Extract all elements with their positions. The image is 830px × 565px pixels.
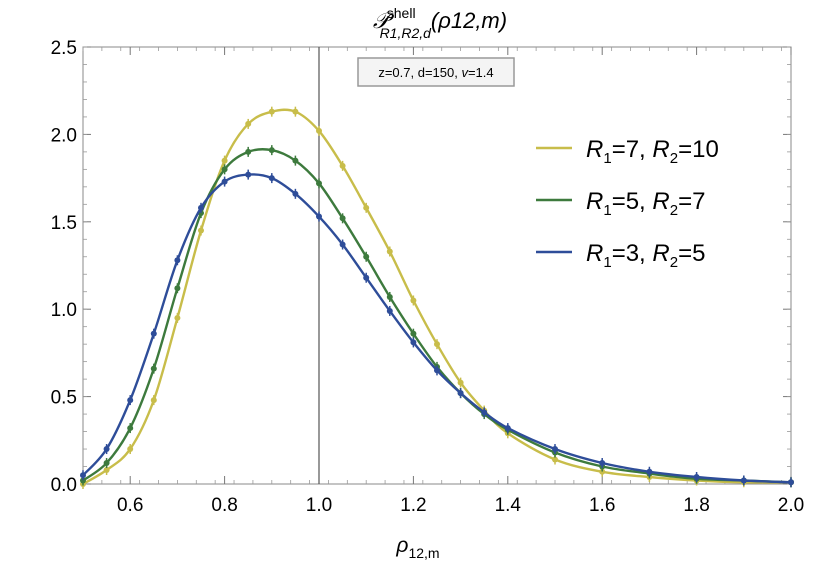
data-point bbox=[174, 314, 181, 321]
data-point bbox=[363, 274, 370, 281]
data-point bbox=[481, 409, 488, 416]
data-point bbox=[504, 425, 511, 432]
y-tick-label: 2.0 bbox=[51, 125, 77, 146]
data-point bbox=[457, 379, 464, 386]
title-superscript: shell bbox=[387, 5, 416, 21]
data-point bbox=[386, 307, 393, 314]
y-tick-label: 0.0 bbox=[51, 475, 77, 496]
data-point bbox=[245, 120, 252, 127]
data-point bbox=[150, 330, 157, 337]
x-tick-label: 1.4 bbox=[495, 495, 522, 516]
title-subscript: R1,R2,d bbox=[380, 25, 433, 41]
x-tick-label: 1.8 bbox=[683, 495, 709, 516]
data-point bbox=[127, 446, 134, 453]
data-point bbox=[292, 157, 299, 164]
data-point bbox=[599, 460, 606, 467]
data-point bbox=[221, 178, 228, 185]
data-point bbox=[316, 180, 322, 187]
data-point bbox=[316, 127, 322, 134]
y-tick-label: 2.5 bbox=[51, 38, 77, 59]
x-axis-ticks: 0.6 0.8 1.0 1.2 1.4 1.6 1.8 2.0 bbox=[82, 47, 804, 516]
y-tick-label: 0.5 bbox=[51, 388, 77, 409]
data-point bbox=[339, 162, 346, 169]
x-tick-label: 1.2 bbox=[400, 495, 426, 516]
data-point bbox=[103, 467, 110, 474]
data-point bbox=[599, 468, 606, 475]
data-point bbox=[410, 339, 417, 346]
data-point bbox=[127, 397, 134, 404]
data-point bbox=[221, 157, 228, 164]
data-point bbox=[740, 477, 747, 484]
data-point bbox=[80, 477, 86, 484]
x-tick-label: 1.6 bbox=[589, 495, 615, 516]
legend-label: R1=3, R2=5 bbox=[586, 240, 705, 271]
data-point bbox=[245, 148, 252, 155]
data-point bbox=[174, 257, 181, 264]
data-point bbox=[457, 390, 464, 397]
y-axis-ticks: 0.0 0.5 1.0 1.5 2.0 2.5 bbox=[51, 38, 791, 496]
data-point bbox=[434, 367, 440, 374]
plot-frame bbox=[82, 46, 792, 485]
chart-title: 𝒫shell R1,R2,d(ρ12,m) bbox=[373, 5, 507, 41]
data-point bbox=[292, 108, 299, 115]
data-point bbox=[198, 204, 204, 211]
data-point bbox=[150, 365, 157, 372]
data-point bbox=[552, 456, 558, 463]
data-point bbox=[386, 293, 393, 300]
legend: R1=7, R2=10 R1=5, R2=7 R1=3, R2=5 bbox=[536, 136, 719, 271]
legend-label: R1=5, R2=7 bbox=[586, 188, 705, 219]
data-point bbox=[410, 330, 417, 337]
x-tick-label: 2.0 bbox=[778, 495, 804, 516]
data-point bbox=[788, 479, 794, 486]
data-point bbox=[268, 147, 275, 154]
legend-label: R1=7, R2=10 bbox=[586, 136, 719, 167]
data-point bbox=[316, 213, 322, 220]
y-tick-label: 1.0 bbox=[51, 300, 77, 321]
data-point bbox=[245, 171, 252, 178]
x-tick-label: 1.0 bbox=[306, 495, 332, 516]
data-point bbox=[410, 297, 417, 304]
plot-border bbox=[82, 46, 792, 485]
data-point bbox=[80, 472, 86, 479]
x-axis-title: ρ12,m bbox=[395, 534, 439, 561]
annotation-text: z=0.7, d=150, v=1.4 bbox=[378, 65, 493, 80]
data-point bbox=[198, 227, 204, 234]
data-point bbox=[339, 215, 346, 222]
data-point bbox=[434, 341, 440, 348]
data-point bbox=[646, 468, 653, 475]
series-line bbox=[82, 108, 792, 486]
data-point bbox=[221, 166, 228, 173]
data-point bbox=[103, 446, 110, 453]
series-1 bbox=[80, 106, 794, 489]
parameter-annotation: z=0.7, d=150, v=1.4 bbox=[357, 57, 515, 87]
data-point bbox=[127, 425, 134, 432]
data-point bbox=[552, 446, 558, 453]
data-point bbox=[268, 108, 275, 115]
annotation-box bbox=[357, 57, 515, 87]
data-point bbox=[150, 397, 157, 404]
x-tick-label: 0.8 bbox=[211, 495, 237, 516]
data-point bbox=[386, 248, 393, 255]
data-point bbox=[174, 285, 181, 292]
data-point bbox=[693, 474, 700, 481]
series-layer bbox=[80, 106, 794, 489]
data-point bbox=[363, 204, 370, 211]
data-point bbox=[268, 175, 275, 182]
data-point bbox=[292, 190, 299, 197]
data-point bbox=[103, 460, 110, 467]
data-point bbox=[339, 241, 346, 248]
x-tick-label: 0.6 bbox=[117, 495, 143, 516]
series-line bbox=[82, 173, 792, 484]
y-tick-label: 1.5 bbox=[51, 213, 77, 234]
series-3 bbox=[80, 169, 794, 488]
data-point bbox=[363, 253, 370, 260]
title-argument: (ρ12,m) bbox=[431, 8, 507, 33]
